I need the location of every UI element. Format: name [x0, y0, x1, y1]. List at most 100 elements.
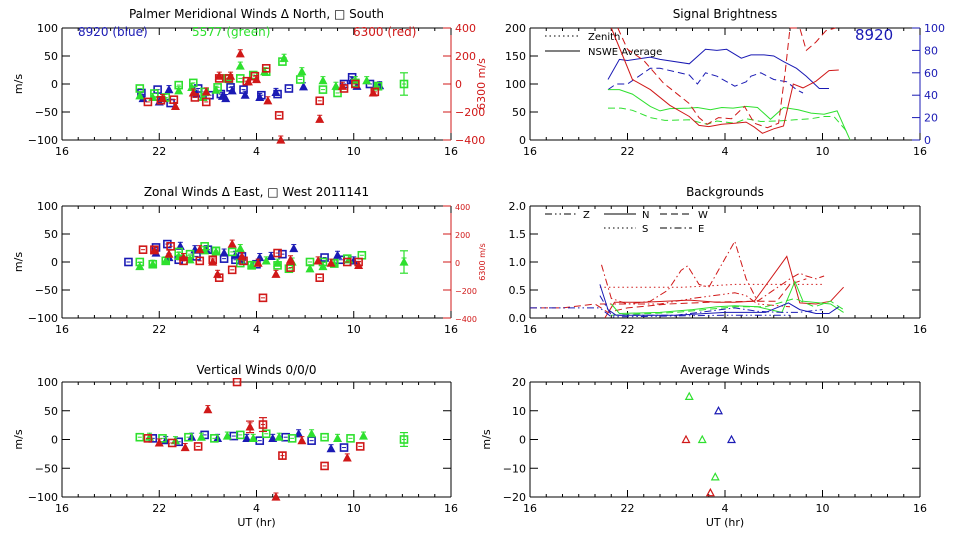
data-point	[318, 261, 328, 271]
y2-tick-label: 100	[924, 22, 945, 35]
y2-tick-label: −200	[455, 106, 485, 119]
x-tick-label: 22	[152, 323, 166, 336]
data-point	[214, 273, 224, 282]
data-point	[135, 432, 145, 442]
data-point	[154, 438, 164, 447]
data-point	[170, 101, 180, 110]
y2-tick-label: 200	[455, 50, 476, 63]
series-line-6300-s	[599, 283, 825, 288]
series-line-8920-e	[599, 295, 823, 316]
y2-tick-label: 200	[455, 231, 470, 240]
data-point	[210, 434, 219, 443]
data-point	[201, 97, 211, 107]
legend-label: NSWE Average	[588, 47, 662, 58]
y2-tick-label: −400	[455, 315, 477, 324]
data-point	[258, 293, 268, 303]
data-point	[235, 61, 245, 70]
x-tick-label: 22	[152, 145, 166, 158]
y-tick-label: 50	[44, 228, 58, 241]
data-point	[174, 85, 184, 95]
y-tick-label: 0	[51, 256, 58, 269]
data-point	[297, 435, 307, 445]
series-line-6300-zenith	[617, 27, 836, 129]
data-point	[284, 84, 294, 93]
data-point	[370, 87, 380, 97]
chart-title: Signal Brightness	[673, 7, 778, 21]
data-point	[681, 434, 691, 444]
data-point	[261, 429, 271, 439]
data-point	[222, 431, 232, 440]
data-point	[358, 431, 368, 440]
y-tick-label: −50	[35, 284, 58, 297]
x-tick-label: 16	[913, 502, 927, 515]
data-point	[355, 442, 365, 451]
x-tick-label: 4	[722, 323, 729, 336]
data-point	[235, 48, 245, 58]
y-tick-label: 50	[512, 106, 526, 119]
x-tick-label: 22	[621, 502, 635, 515]
x-tick-label: 16	[444, 502, 458, 515]
y2-tick-label: 0	[455, 78, 462, 91]
data-point	[268, 433, 278, 442]
data-point	[214, 71, 224, 80]
plot-area	[135, 48, 409, 144]
series-line-5577-w	[611, 297, 844, 316]
y2-tick-label: 0	[455, 259, 460, 268]
y-axis-label: m/s	[12, 429, 25, 449]
x-tick-label: 16	[444, 145, 458, 158]
y-axis-label: m/s	[12, 74, 25, 94]
x-tick-label: 4	[253, 502, 260, 515]
data-point	[320, 253, 329, 262]
data-point	[143, 434, 153, 443]
data-point	[150, 245, 159, 254]
data-point	[135, 261, 145, 271]
data-point	[326, 443, 336, 453]
data-point	[221, 93, 231, 103]
y-axis-label: m/s	[12, 252, 25, 272]
series-line-6300-z	[599, 292, 791, 308]
data-point	[276, 135, 286, 144]
data-point	[203, 404, 213, 414]
y-tick-label: 20	[512, 376, 526, 389]
data-point	[195, 244, 205, 254]
y-tick-label: 50	[44, 405, 58, 418]
series-line-8920-n	[599, 284, 840, 316]
legend-label: Z	[583, 210, 590, 221]
legend-label: W	[698, 210, 708, 221]
series-line-8920-zenith	[607, 67, 804, 94]
x-tick-label: 4	[722, 502, 729, 515]
plot-area	[530, 240, 844, 319]
data-point	[261, 256, 271, 265]
y-tick-label: 100	[37, 200, 58, 213]
y-tick-label: 0.0	[509, 312, 527, 325]
data-point	[201, 87, 211, 96]
data-point	[250, 71, 260, 81]
data-point	[333, 88, 342, 98]
data-point	[286, 263, 295, 272]
x-tick-label: 16	[523, 502, 537, 515]
data-point	[337, 81, 347, 90]
y2-tick-label: 400	[455, 203, 470, 212]
x-tick-label: 16	[913, 323, 927, 336]
data-point	[148, 259, 158, 268]
y-tick-label: −10	[503, 462, 526, 475]
data-point	[320, 461, 329, 471]
y-tick-label: 150	[505, 50, 526, 63]
legend-annotation: 5577 (green)	[192, 25, 270, 39]
data-point	[195, 256, 205, 266]
y2-tick-label: 60	[924, 67, 938, 80]
data-point	[278, 249, 287, 259]
y-tick-label: −100	[28, 134, 58, 147]
data-point	[143, 97, 153, 107]
x-tick-label: 16	[55, 502, 69, 515]
data-point	[261, 64, 271, 73]
data-point	[179, 256, 188, 266]
y-tick-label: −50	[35, 106, 58, 119]
data-point	[239, 256, 248, 266]
data-point	[705, 487, 715, 497]
data-point	[240, 90, 250, 99]
data-point	[227, 265, 237, 275]
x-axis-label: UT (hr)	[706, 516, 744, 529]
data-point	[684, 391, 694, 400]
